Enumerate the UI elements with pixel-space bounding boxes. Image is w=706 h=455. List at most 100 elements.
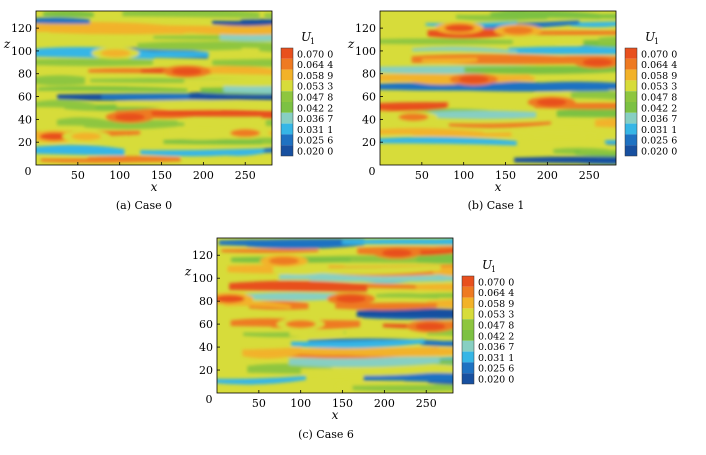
streak — [412, 46, 517, 54]
streak — [299, 348, 367, 356]
legend-level-label: 0.020 0 — [297, 147, 333, 158]
streak — [429, 238, 453, 244]
legend-swatch — [281, 91, 293, 102]
streak — [245, 292, 343, 301]
streak — [37, 86, 188, 92]
hot-spot — [171, 67, 202, 76]
x-tick-label: 50 — [252, 397, 266, 410]
streak — [36, 99, 96, 110]
legend-level-label: 0.042 2 — [478, 331, 514, 342]
legend-level-label: 0.053 3 — [297, 82, 333, 93]
hot-spot — [398, 113, 429, 122]
legend-level-label: 0.047 8 — [297, 93, 333, 104]
legend-level-label: 0.031 1 — [478, 353, 514, 364]
hot-spot — [458, 75, 489, 84]
legend-swatch — [625, 91, 637, 102]
y-tick-label: 80 — [199, 295, 213, 308]
y-tick-label: 120 — [355, 22, 376, 35]
x-axis-label: x — [332, 408, 339, 422]
legend-level-label: 0.064 4 — [297, 60, 333, 71]
streak — [556, 107, 616, 118]
legend-level-label: 0.070 0 — [297, 49, 333, 60]
streak — [116, 100, 272, 109]
streak — [380, 136, 517, 146]
legend-1: U10.070 00.064 40.058 90.053 30.047 80.0… — [624, 30, 677, 158]
streak — [375, 293, 439, 299]
legend-title: U — [301, 30, 312, 44]
legend-swatch — [281, 69, 293, 81]
hot-spot — [285, 320, 316, 329]
hot-spot — [217, 294, 245, 303]
streak — [570, 21, 616, 28]
y-tick-label: 40 — [18, 113, 32, 126]
legend-level-label: 0.058 9 — [641, 71, 677, 82]
legend-0: U10.070 00.064 40.058 90.053 30.047 80.0… — [280, 30, 333, 158]
streak — [214, 148, 270, 157]
streak — [342, 238, 453, 245]
streak — [291, 338, 425, 349]
x-tick-label: 100 — [453, 169, 474, 182]
legend-title: U — [482, 258, 493, 272]
legend-swatch — [462, 286, 474, 298]
legend-swatch — [462, 373, 474, 384]
streak — [416, 253, 453, 264]
x-tick-label: 150 — [332, 397, 353, 410]
y-tick-label: 80 — [18, 68, 32, 81]
legend-swatch — [462, 362, 474, 374]
legend-level-label: 0.036 7 — [641, 114, 677, 125]
y-tick-label: 40 — [362, 113, 376, 126]
streak — [193, 25, 272, 36]
legend-level-label: 0.070 0 — [641, 49, 677, 60]
streak — [356, 308, 453, 319]
y-tick-label: 20 — [18, 136, 32, 149]
streak — [604, 139, 616, 144]
legend-2: U10.070 00.064 40.058 90.053 30.047 80.0… — [461, 258, 514, 386]
streak — [380, 102, 447, 111]
legend-level-label: 0.042 2 — [297, 103, 333, 114]
streak — [421, 57, 478, 64]
streak — [201, 65, 272, 75]
x-tick-label: 250 — [416, 397, 437, 410]
streak — [214, 60, 272, 65]
legend-swatch — [281, 80, 293, 92]
streak — [380, 38, 513, 45]
legend-level-label: 0.020 0 — [641, 147, 677, 158]
legend-swatch — [625, 112, 637, 124]
streak — [221, 248, 319, 253]
x-tick-label: 200 — [193, 169, 214, 182]
streak — [309, 275, 453, 282]
streak — [391, 367, 453, 373]
y-tick-label: 40 — [199, 341, 213, 354]
streak — [129, 51, 209, 58]
legend-swatch — [625, 134, 637, 146]
legend-title: U — [645, 30, 656, 44]
streak — [87, 156, 180, 163]
hot-spot — [39, 132, 70, 141]
legend-level-label: 0.053 3 — [478, 310, 514, 321]
contour-field-0 — [36, 11, 272, 165]
x-tick-label: 200 — [374, 397, 395, 410]
streak — [598, 36, 616, 45]
y-tick-label: 100 — [355, 45, 376, 58]
streak — [289, 330, 345, 338]
streak — [217, 375, 306, 385]
streak — [36, 58, 153, 67]
streak — [335, 302, 438, 310]
y-tick-label: 100 — [192, 272, 213, 285]
x-tick-label: 100 — [290, 397, 311, 410]
legend-swatch — [625, 145, 637, 156]
streak — [184, 78, 272, 87]
streak — [163, 138, 263, 145]
plot-frame — [216, 237, 454, 394]
y-axis-label: z — [3, 37, 11, 51]
hot-spot — [444, 24, 475, 33]
legend-level-label: 0.058 9 — [297, 71, 333, 82]
legend-level-label: 0.058 9 — [478, 299, 514, 310]
plot-frame — [379, 10, 617, 166]
panel-2: 50 100 150 200 250 20 40 60 80 100 120 0 x z U1 0.070 0… — [184, 237, 514, 422]
streak — [309, 265, 441, 275]
legend-swatch — [462, 340, 474, 352]
x-tick-label: 200 — [537, 169, 558, 182]
